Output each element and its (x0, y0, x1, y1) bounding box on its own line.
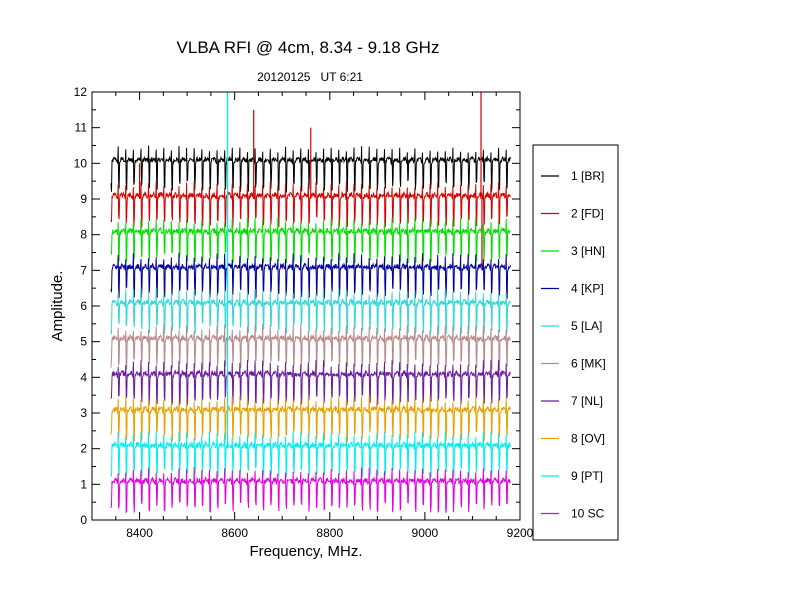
legend-label: 5 [LA] (571, 319, 602, 333)
y-tick-label: 9 (80, 192, 87, 206)
legend-label: 6 [MK] (571, 357, 606, 371)
y-tick-label: 1 (80, 477, 87, 491)
legend-items: 1 [BR] 2 [FD] 3 [HN] 4 [KP] 5 [LA] 6 [MK] 7 [N… (541, 169, 606, 521)
y-tick-label: 6 (80, 299, 87, 313)
y-tick-label: 8 (80, 228, 87, 242)
series-layer (110, 92, 511, 514)
chart-title: VLBA RFI @ 4cm, 8.34 - 9.18 GHz (177, 38, 440, 57)
legend: 1 [BR] 2 [FD] 3 [HN] 4 [KP] 5 [LA] 6 [MK] 7 [N… (532, 144, 619, 541)
x-tick-label: 8400 (126, 526, 153, 540)
x-axis-label: Frequency, MHz. (249, 543, 362, 560)
series-trace (110, 359, 511, 406)
x-tick-label: 9200 (507, 526, 534, 540)
y-axis-label: Amplitude. (49, 271, 66, 342)
y-tick-label: 3 (80, 406, 87, 420)
legend-label: 1 [BR] (571, 169, 604, 183)
legend-label: 10 SC (571, 507, 605, 521)
y-tick-label: 7 (80, 263, 87, 277)
y-tick-label: 11 (75, 121, 88, 135)
x-tick-label: 8600 (221, 526, 248, 540)
legend-label: 7 [NL] (571, 394, 603, 408)
series-trace (110, 252, 511, 299)
series-trace (110, 467, 511, 514)
x-tick-label: 8800 (316, 526, 343, 540)
legend-box (532, 144, 619, 541)
y-tick-label: 0 (80, 513, 87, 527)
legend-label: 8 [OV] (571, 432, 605, 446)
legend-label: 3 [HN] (571, 244, 605, 258)
series-trace (110, 430, 511, 478)
legend-label: 4 [KP] (571, 282, 604, 296)
series-trace (110, 395, 511, 442)
y-tick-label: 5 (80, 335, 87, 349)
chart-subtitle: 20120125 UT 6:21 (257, 70, 363, 84)
y-tick-label: 2 (80, 442, 87, 456)
y-tick-label: 4 (80, 370, 87, 384)
x-tick-label: 9000 (412, 526, 439, 540)
series-trace (110, 323, 511, 371)
y-tick-label: 10 (74, 156, 88, 170)
legend-label: 2 [FD] (571, 207, 604, 221)
legend-label: 9 [PT] (571, 469, 603, 483)
series-trace (110, 216, 511, 264)
series-trace (110, 288, 511, 336)
y-tick-label: 12 (74, 85, 88, 99)
